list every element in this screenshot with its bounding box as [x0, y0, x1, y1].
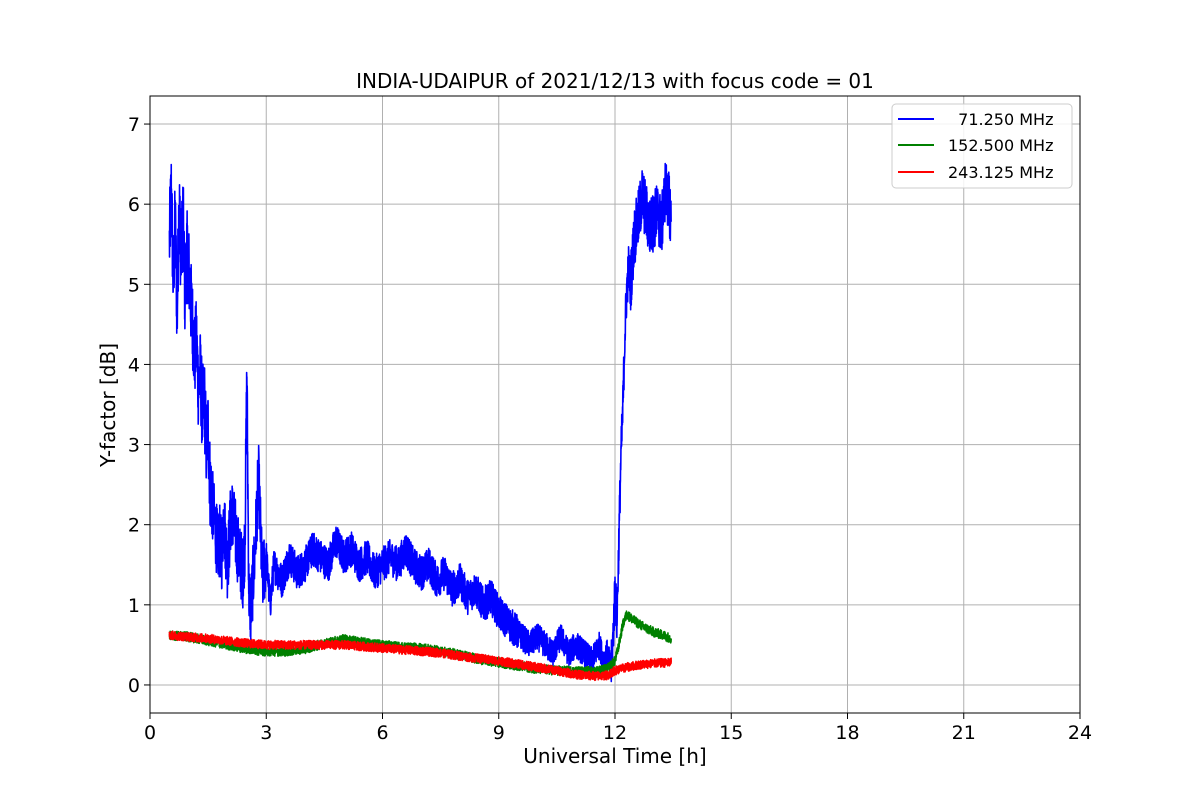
legend-label-243mhz: 243.125 MHz	[948, 163, 1053, 182]
x-tick-label: 3	[260, 722, 272, 744]
x-tick-label: 0	[144, 722, 156, 744]
series-line-152mhz	[168, 610, 672, 677]
legend: 71.250 MHz 152.500 MHz 243.125 MHz	[891, 103, 1073, 189]
x-axis-label: Universal Time [h]	[523, 744, 706, 768]
series-layer	[168, 162, 672, 683]
y-tick-label: 0	[128, 675, 140, 697]
x-tick-label: 6	[376, 722, 388, 744]
y-tick-label: 5	[128, 274, 140, 296]
y-tick-label: 1	[128, 595, 140, 617]
y-axis-ticks: 0 1 2 3 4 5 6 7	[128, 114, 150, 697]
x-tick-label: 18	[835, 722, 859, 744]
chart-title: INDIA-UDAIPUR of 2021/12/13 with focus c…	[356, 69, 874, 93]
x-tick-label: 9	[493, 722, 505, 744]
y-tick-label: 6	[128, 194, 140, 216]
legend-box	[891, 103, 1073, 189]
y-tick-label: 3	[128, 435, 140, 457]
y-tick-label: 2	[128, 515, 140, 537]
x-axis-ticks: 0 3 6 9 12 15 18 21 24	[144, 713, 1092, 744]
x-tick-label: 24	[1068, 722, 1092, 744]
x-tick-label: 15	[719, 722, 743, 744]
legend-label-71mhz: 71.250 MHz	[948, 110, 1053, 129]
y-tick-label: 4	[128, 354, 140, 376]
series-line-71mhz	[168, 162, 672, 683]
y-axis-label: Y-factor [dB]	[96, 343, 120, 468]
series-line-243mhz	[168, 630, 672, 682]
legend-label-152mhz: 152.500 MHz	[948, 136, 1053, 155]
x-tick-label: 12	[603, 722, 627, 744]
x-tick-label: 21	[952, 722, 976, 744]
y-tick-label: 7	[128, 114, 140, 136]
